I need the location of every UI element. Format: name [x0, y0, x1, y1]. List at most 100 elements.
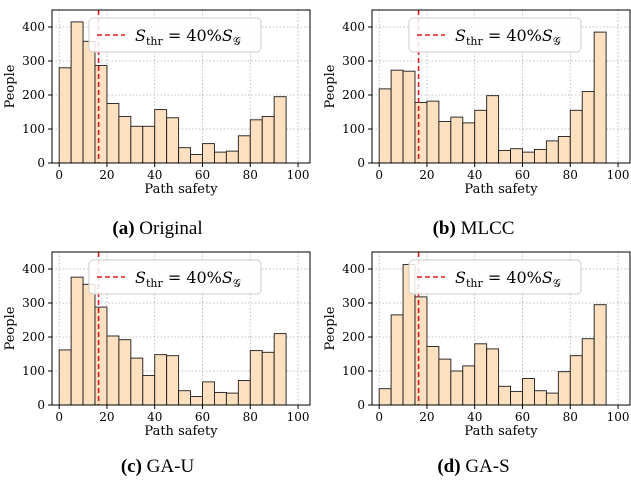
caption-name: GA-S	[465, 456, 510, 477]
histogram-bar	[94, 306, 108, 406]
histogram-bar	[522, 151, 535, 164]
histogram-bar	[438, 121, 452, 164]
x-tick-label: 0	[55, 410, 63, 424]
panel-caption-a: (a) Original	[0, 218, 315, 240]
y-axis-label: People	[3, 64, 18, 108]
histogram-bar	[237, 135, 251, 164]
y-tick-label: 100	[342, 122, 365, 136]
histogram-bar	[414, 102, 428, 164]
histogram-bar	[378, 388, 392, 406]
y-tick-label: 0	[37, 398, 45, 412]
x-tick-label: 0	[375, 168, 383, 182]
histogram-bar	[498, 149, 512, 164]
histogram-bar	[510, 148, 523, 164]
histogram-bar	[166, 355, 180, 406]
histogram-bar	[225, 392, 239, 406]
y-tick-label: 400	[342, 262, 365, 276]
x-tick-label: 100	[607, 168, 630, 182]
histogram-panel-b: 0 20 40 60 80 100 0 100 200 300 400 Path safety Peop…	[323, 9, 631, 197]
histogram-bar	[450, 116, 464, 164]
histogram-bar	[438, 358, 452, 406]
histogram-bar	[557, 136, 571, 164]
x-tick-label: 60	[515, 410, 530, 424]
y-tick-label: 100	[22, 364, 45, 378]
legend-box	[88, 259, 262, 295]
histogram-bar	[545, 140, 559, 164]
histogram-bar	[593, 31, 607, 164]
x-tick-label: 20	[419, 168, 434, 182]
histogram-bar	[426, 100, 440, 164]
x-tick-label: 40	[467, 410, 482, 424]
histogram-bar	[178, 147, 192, 164]
histogram-bar	[402, 70, 416, 164]
x-tick-label: 40	[147, 168, 162, 182]
histogram-bar	[450, 370, 464, 406]
histogram-bar	[154, 354, 168, 406]
x-tick-label: 100	[287, 168, 310, 182]
y-tick-label: 200	[22, 88, 45, 102]
legend: Sthr = 40%S𝒢	[88, 17, 262, 53]
x-tick-label: 100	[607, 410, 630, 424]
x-tick-label: 80	[243, 410, 258, 424]
histogram-bar	[82, 283, 96, 406]
y-tick-label: 300	[22, 54, 45, 68]
x-axis-label: Path safety	[144, 182, 218, 197]
histogram-bar	[70, 276, 84, 406]
legend-label: Sthr = 40%S𝒢	[135, 268, 241, 290]
legend: Sthr = 40%S𝒢	[408, 17, 582, 53]
histogram-bar	[522, 378, 535, 406]
histogram-bar	[581, 338, 595, 406]
x-tick-label: 0	[55, 168, 63, 182]
x-axis-label: Path safety	[144, 424, 218, 439]
caption-name: MLCC	[460, 218, 515, 239]
x-tick-label: 60	[195, 410, 210, 424]
histogram-bar	[533, 390, 547, 406]
histogram-bar	[557, 371, 571, 406]
histogram-bar	[58, 67, 72, 164]
histogram-bar	[474, 343, 488, 406]
histogram-bar	[486, 348, 500, 406]
histogram-bar	[462, 365, 476, 406]
panel-caption-d: (d) GA-S	[316, 456, 631, 478]
legend-label: Sthr = 40%S𝒢	[455, 26, 561, 48]
histogram-bar	[581, 91, 595, 164]
y-axis-label: People	[323, 306, 338, 350]
panel-caption-c: (c) GA-U	[0, 456, 315, 478]
histogram-panel-a: 0 20 40 60 80 100 0 100 200 300 400 Path safety Peop…	[3, 9, 311, 197]
histogram-bar	[190, 154, 203, 164]
histogram-bar	[118, 339, 132, 406]
x-axis-label: Path safety	[464, 182, 538, 197]
histogram-bar	[166, 117, 180, 164]
y-tick-label: 0	[357, 156, 365, 170]
y-tick-label: 100	[22, 122, 45, 136]
histogram-bar	[106, 335, 120, 406]
histogram-bar	[202, 381, 215, 406]
histogram-bar	[545, 392, 559, 406]
panel-caption-b: (b) MLCC	[316, 218, 631, 240]
histogram-bar	[130, 357, 144, 406]
y-tick-label: 100	[342, 364, 365, 378]
histogram-bar	[94, 64, 108, 164]
x-tick-label: 40	[147, 410, 162, 424]
axes-frame	[51, 9, 311, 164]
histogram-bar	[70, 21, 84, 164]
histogram-bar	[142, 374, 156, 406]
histogram-bar	[593, 304, 607, 406]
y-axis-label: People	[3, 306, 18, 350]
axes-frame	[371, 251, 631, 406]
axes-frame	[51, 251, 311, 406]
x-tick-label: 40	[467, 168, 482, 182]
x-tick-label: 80	[243, 168, 258, 182]
histogram-panel-d: 0 20 40 60 80 100 0 100 200 300 400 Path safety Peop…	[323, 251, 631, 439]
y-tick-label: 400	[22, 262, 45, 276]
histogram-bar	[213, 151, 227, 164]
legend-box	[408, 17, 582, 53]
y-tick-label: 300	[342, 54, 365, 68]
caption-label: (a)	[112, 218, 135, 239]
y-tick-label: 0	[37, 156, 45, 170]
histogram-bar	[273, 96, 287, 164]
histogram-bar	[82, 40, 96, 164]
legend: Sthr = 40%S𝒢	[408, 259, 582, 295]
legend: Sthr = 40%S𝒢	[88, 259, 262, 295]
